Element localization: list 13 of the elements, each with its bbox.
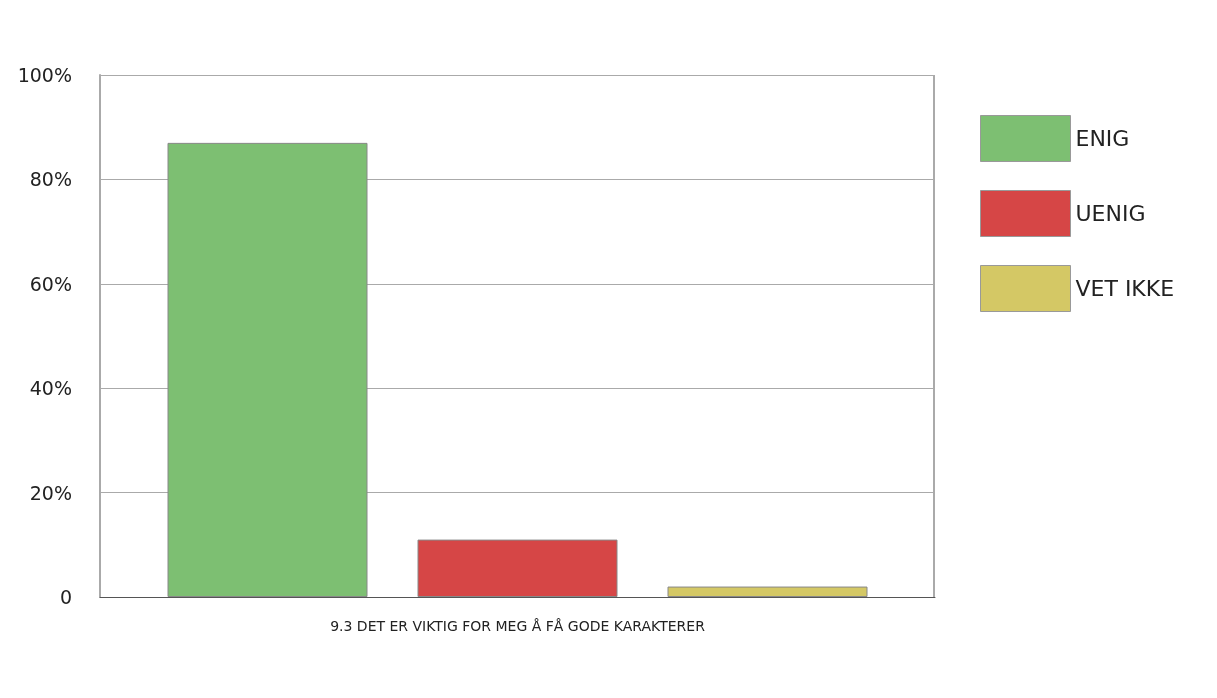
y-tick-label: 60% bbox=[29, 272, 72, 295]
legend-label: ENIG bbox=[1075, 126, 1130, 151]
x-tick-label: 9.3 DET ER VIKTIG FOR MEG Å FÅ GODE KARAKTERER bbox=[330, 618, 706, 634]
legend-label: VET IKKE bbox=[1075, 276, 1175, 301]
y-tick-label: 100% bbox=[17, 64, 72, 86]
bar bbox=[667, 586, 868, 597]
bar bbox=[167, 142, 368, 597]
y-tick-label: 0 bbox=[59, 586, 72, 608]
legend-label: UENIG bbox=[1075, 201, 1146, 226]
bar bbox=[417, 539, 618, 597]
y-tick-label: 80% bbox=[29, 168, 72, 191]
y-tick-label: 20% bbox=[29, 481, 72, 504]
y-tick-label: 40% bbox=[29, 377, 72, 400]
